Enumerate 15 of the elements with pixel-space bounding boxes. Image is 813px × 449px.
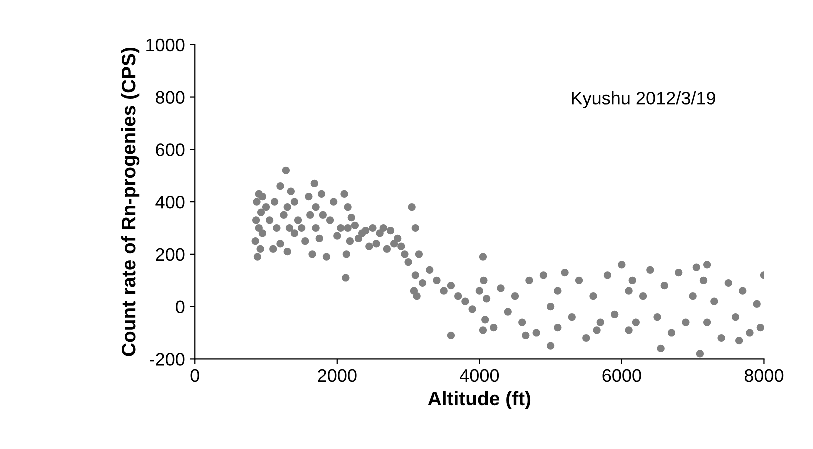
y-tick-label: 200 [156,248,185,262]
y-tick-label: -200 [150,353,185,366]
y-tick-label: 0 [176,300,185,314]
annotation: Kyushu 2012/3/19 [572,92,716,108]
x-tick-label: 6000 [602,369,642,382]
y-tick-label: 800 [156,91,185,104]
x-tick-label: 8000 [744,369,784,382]
y-tick-label: 400 [156,196,185,209]
y-tick-label: 600 [156,144,185,156]
y-axis-title: Count rate of Rn-progenies (CPS) [121,48,140,356]
x-tick-label: 2000 [318,369,357,382]
y-tick-label: 1000 [146,38,185,52]
x-tick-label: 0 [190,369,200,382]
x-tick-label: 4000 [460,369,500,382]
x-axis-title: Altitude (ft) [428,391,531,410]
